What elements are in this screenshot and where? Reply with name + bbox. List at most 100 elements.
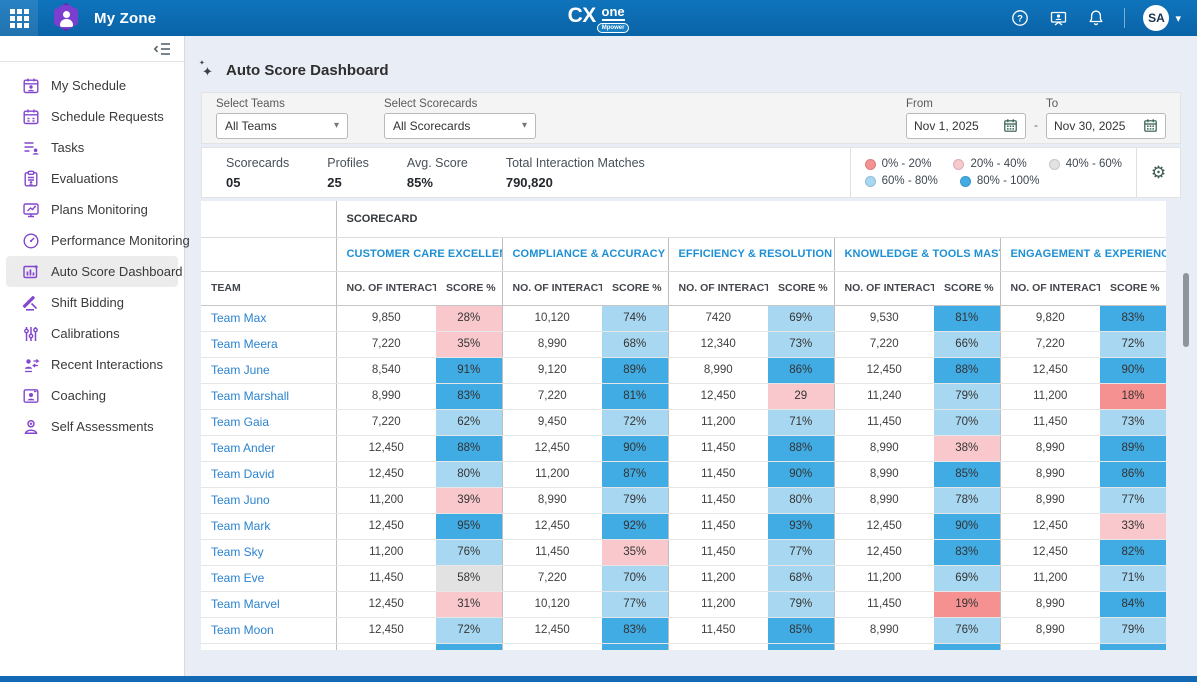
select-teams-label: Select Teams: [216, 97, 285, 110]
table-row: Team Moon 12,450 72% 12,450 83% 11,450 85% 8,99…: [201, 617, 1166, 644]
team-link[interactable]: Team David: [201, 461, 336, 488]
score-cell: 87%: [602, 461, 668, 488]
sidebar-item-schedule-requests[interactable]: Schedule Requests: [6, 101, 178, 132]
sidebar-item-my-schedule[interactable]: My Schedule: [6, 70, 178, 101]
scorecard-name-header: KNOWLEDGE & TOOLS MASTERY...: [833, 237, 1000, 272]
interactions-cell: 11,200: [999, 565, 1100, 592]
auto-score-dashboard-icon: [22, 263, 40, 281]
interactions-cell: 11,450: [999, 409, 1100, 436]
interactions-column-header: NO. OF INTERACTI...: [999, 271, 1100, 306]
score-cell: 76%: [436, 539, 502, 566]
team-link[interactable]: Team Max: [201, 305, 336, 332]
score-cell: 77%: [1100, 487, 1166, 514]
sidebar-item-shift-bidding[interactable]: Shift Bidding: [6, 287, 178, 318]
team-link[interactable]: Team Meera: [201, 331, 336, 358]
sidebar-item-evaluations[interactable]: Evaluations: [6, 163, 178, 194]
scorecards-dropdown[interactable]: All Scorecards ▾: [384, 112, 536, 139]
score-cell: 39%: [436, 487, 502, 514]
score-cell: 92%: [602, 513, 668, 540]
sidebar-item-self-assessments[interactable]: Self Assessments: [6, 411, 178, 442]
interactions-cell: 8,540: [335, 357, 436, 384]
team-link[interactable]: Team Eve: [201, 565, 336, 592]
legend-item[interactable]: 0% - 20%: [864, 158, 931, 170]
score-cell: 74%: [602, 305, 668, 332]
shift-bidding-icon: [22, 294, 40, 312]
legend-row-1: 0% - 20% 20% - 40% 40% - 60%: [864, 158, 1122, 170]
stat-total-interaction-matches: Total Interaction Matches 790,820: [506, 156, 645, 197]
score-cell: 90%: [1100, 357, 1166, 384]
team-link[interactable]: Team Marshall: [201, 383, 336, 410]
score-cell: [1100, 643, 1166, 650]
score-column-header: SCORE %: [602, 271, 668, 306]
performance-monitoring-icon: [22, 232, 40, 250]
ai-sparkle-icon: ✦ ✦: [199, 59, 213, 79]
chevron-down-icon: ▾: [1175, 12, 1181, 25]
score-cell: 83%: [436, 383, 502, 410]
team-link[interactable]: Team Gaia: [201, 409, 336, 436]
to-date-input[interactable]: Nov 30, 2025: [1046, 112, 1166, 139]
sidebar-item-label: Coaching: [51, 388, 106, 403]
sidebar-item-performance-monitoring[interactable]: Performance Monitoring: [6, 225, 190, 256]
scrollbar-thumb[interactable]: [1183, 273, 1189, 347]
score-cell: [436, 643, 502, 650]
sidebar-menu: My Schedule Schedule Requests Tasks Evaluat…: [0, 62, 190, 442]
from-date-input[interactable]: Nov 1, 2025: [906, 112, 1026, 139]
team-link[interactable]: Team Juno: [201, 487, 336, 514]
sidebar-item-recent-interactions[interactable]: Recent Interactions: [6, 349, 178, 380]
legend-item[interactable]: 80% - 100%: [959, 175, 1040, 187]
team-link[interactable]: Team Marvel: [201, 591, 336, 618]
app-launcher-button[interactable]: [0, 0, 38, 36]
score-cell: 88%: [768, 435, 834, 462]
scorecard-name-header: ENGAGEMENT & EXPERIENCE: [999, 237, 1166, 272]
presentation-icon[interactable]: [1048, 8, 1068, 28]
settings-gear-icon[interactable]: ⚙: [1150, 162, 1167, 182]
sidebar-item-label: My Schedule: [51, 78, 127, 93]
vertical-scrollbar[interactable]: [1183, 237, 1189, 625]
score-cell: 86%: [768, 357, 834, 384]
interactions-cell: 8,990: [667, 357, 768, 384]
score-cell: 86%: [1100, 461, 1166, 488]
waffle-grid-icon: [9, 8, 29, 28]
teams-dropdown[interactable]: All Teams ▾: [216, 112, 348, 139]
coaching-icon: [22, 387, 40, 405]
interactions-cell: 8,990: [999, 487, 1100, 514]
legend-item[interactable]: 60% - 80%: [864, 175, 938, 187]
score-cell: 83%: [602, 617, 668, 644]
interactions-cell: 12,450: [335, 513, 436, 540]
interactions-cell: 11,200: [667, 565, 768, 592]
sidebar-item-plans-monitoring[interactable]: Plans Monitoring: [6, 194, 178, 225]
score-cell: 83%: [934, 539, 1000, 566]
table-row: Team Marshall 8,990 83% 7,220 81% 12,450 29 11,…: [201, 383, 1166, 410]
interactions-cell: [667, 643, 768, 650]
interactions-column-header: NO. OF INTERACTI...: [335, 271, 436, 306]
legend-item[interactable]: 40% - 60%: [1048, 158, 1122, 170]
team-link[interactable]: Team Mark: [201, 513, 336, 540]
team-link[interactable]: Team Moon: [201, 617, 336, 644]
interactions-cell: 9,530: [833, 305, 934, 332]
sidebar-item-auto-score-dashboard[interactable]: Auto Score Dashboard: [6, 256, 183, 287]
score-cell: 29: [768, 383, 834, 410]
sidebar-collapse-icon[interactable]: [153, 41, 172, 57]
legend-item[interactable]: 20% - 40%: [953, 158, 1027, 170]
team-link[interactable]: Team June: [201, 357, 336, 384]
stat-profiles: Profiles 25: [327, 156, 369, 197]
stat-avg-score: Avg. Score 85%: [407, 156, 468, 197]
sidebar-item-coaching[interactable]: Coaching: [6, 380, 178, 411]
sidebar-item-tasks[interactable]: Tasks: [6, 132, 178, 163]
help-icon[interactable]: ?: [1010, 8, 1030, 28]
calendar-icon: [1143, 118, 1158, 133]
score-cell: 72%: [436, 617, 502, 644]
interactions-cell: 12,450: [501, 617, 602, 644]
team-link[interactable]: Team Ander: [201, 435, 336, 462]
interactions-cell: 11,240: [833, 383, 934, 410]
table-row-partial: [201, 643, 1166, 650]
interactions-cell: 11,450: [833, 409, 934, 436]
sidebar-item-calibrations[interactable]: Calibrations: [6, 318, 178, 349]
notifications-bell-icon[interactable]: [1086, 8, 1106, 28]
user-menu[interactable]: SA ▾: [1143, 5, 1181, 31]
interactions-cell: 12,450: [335, 461, 436, 488]
team-link[interactable]: Team Sky: [201, 539, 336, 566]
legend-label: 20% - 40%: [970, 158, 1027, 170]
interactions-cell: 12,450: [833, 513, 934, 540]
